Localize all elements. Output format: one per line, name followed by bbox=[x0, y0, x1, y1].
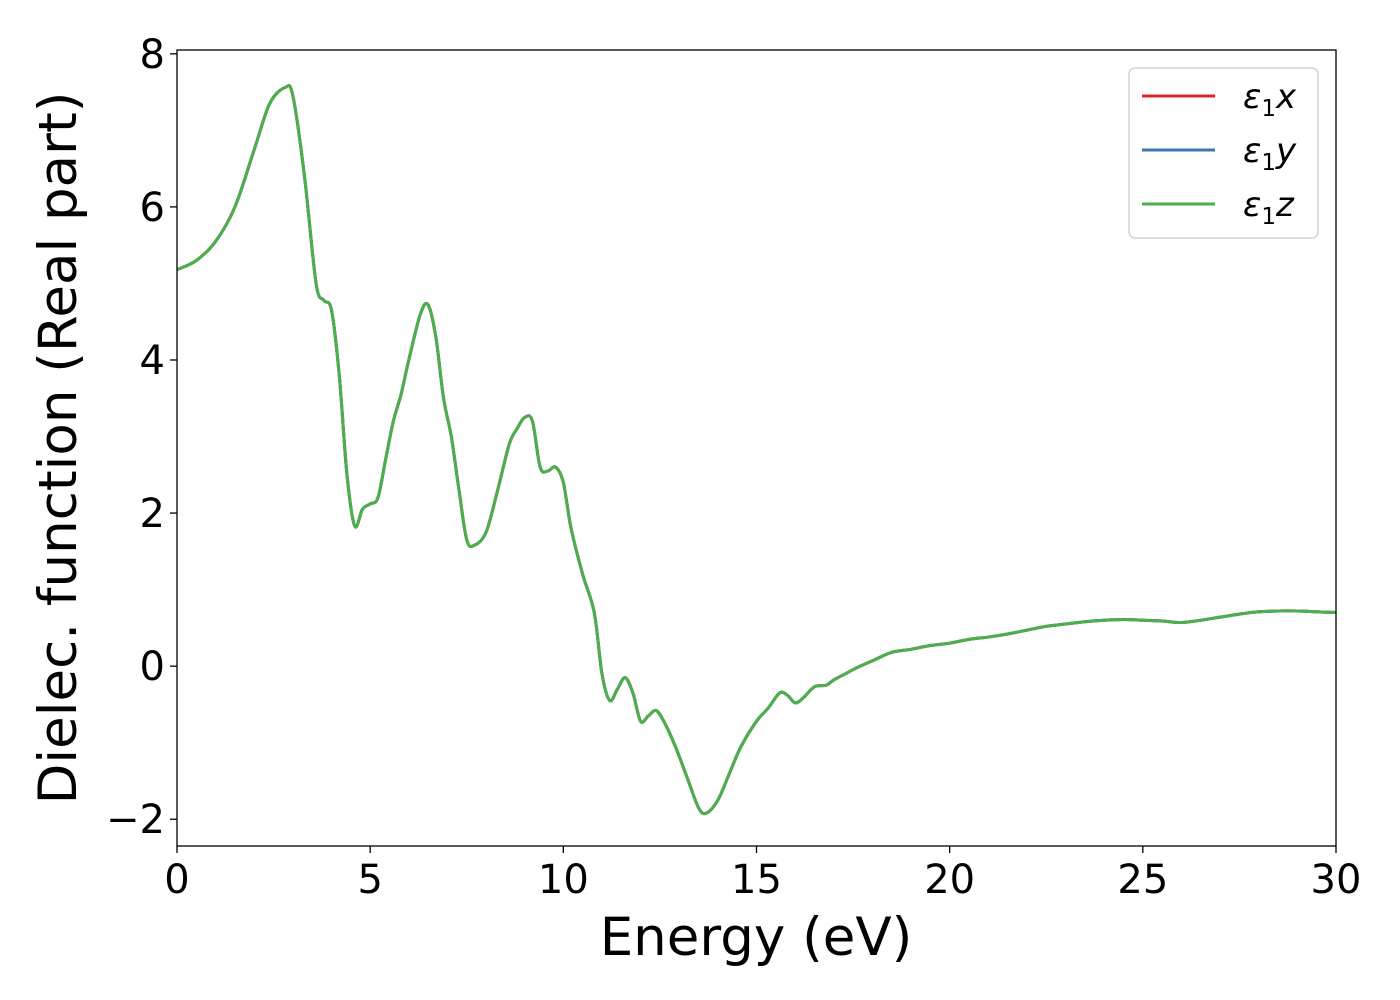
x-axis: 0 5 10 15 20 25 30 bbox=[164, 846, 1361, 903]
x-tick-label: 5 bbox=[357, 857, 382, 903]
y-axis-title: Dielec. function (Real part) bbox=[28, 92, 89, 805]
y-tick-label: 8 bbox=[140, 32, 165, 78]
y-tick-label: 4 bbox=[140, 338, 165, 384]
x-axis-title: Energy (eV) bbox=[600, 907, 913, 968]
x-tick-label: 30 bbox=[1311, 857, 1362, 903]
x-tick-label: 20 bbox=[924, 857, 975, 903]
legend-label-z: ε1z bbox=[1243, 185, 1295, 230]
y-tick-label: 6 bbox=[140, 185, 165, 231]
x-tick-label: 10 bbox=[538, 857, 589, 903]
legend-label-x: ε1x bbox=[1243, 77, 1297, 122]
legend-box bbox=[1128, 67, 1319, 239]
series-line-z bbox=[176, 84, 1337, 816]
legend-label-y: ε1y bbox=[1243, 131, 1297, 176]
legend: ε1x ε1y ε1z bbox=[1128, 67, 1319, 239]
x-tick-label: 15 bbox=[731, 857, 782, 903]
x-tick-label: 0 bbox=[164, 857, 189, 903]
y-tick-label: −2 bbox=[106, 797, 165, 843]
y-axis: −2 0 2 4 6 8 bbox=[106, 32, 177, 843]
y-tick-label: 0 bbox=[140, 644, 165, 690]
x-tick-label: 25 bbox=[1117, 857, 1168, 903]
y-tick-label: 2 bbox=[140, 491, 165, 537]
series-layer bbox=[176, 84, 1337, 816]
